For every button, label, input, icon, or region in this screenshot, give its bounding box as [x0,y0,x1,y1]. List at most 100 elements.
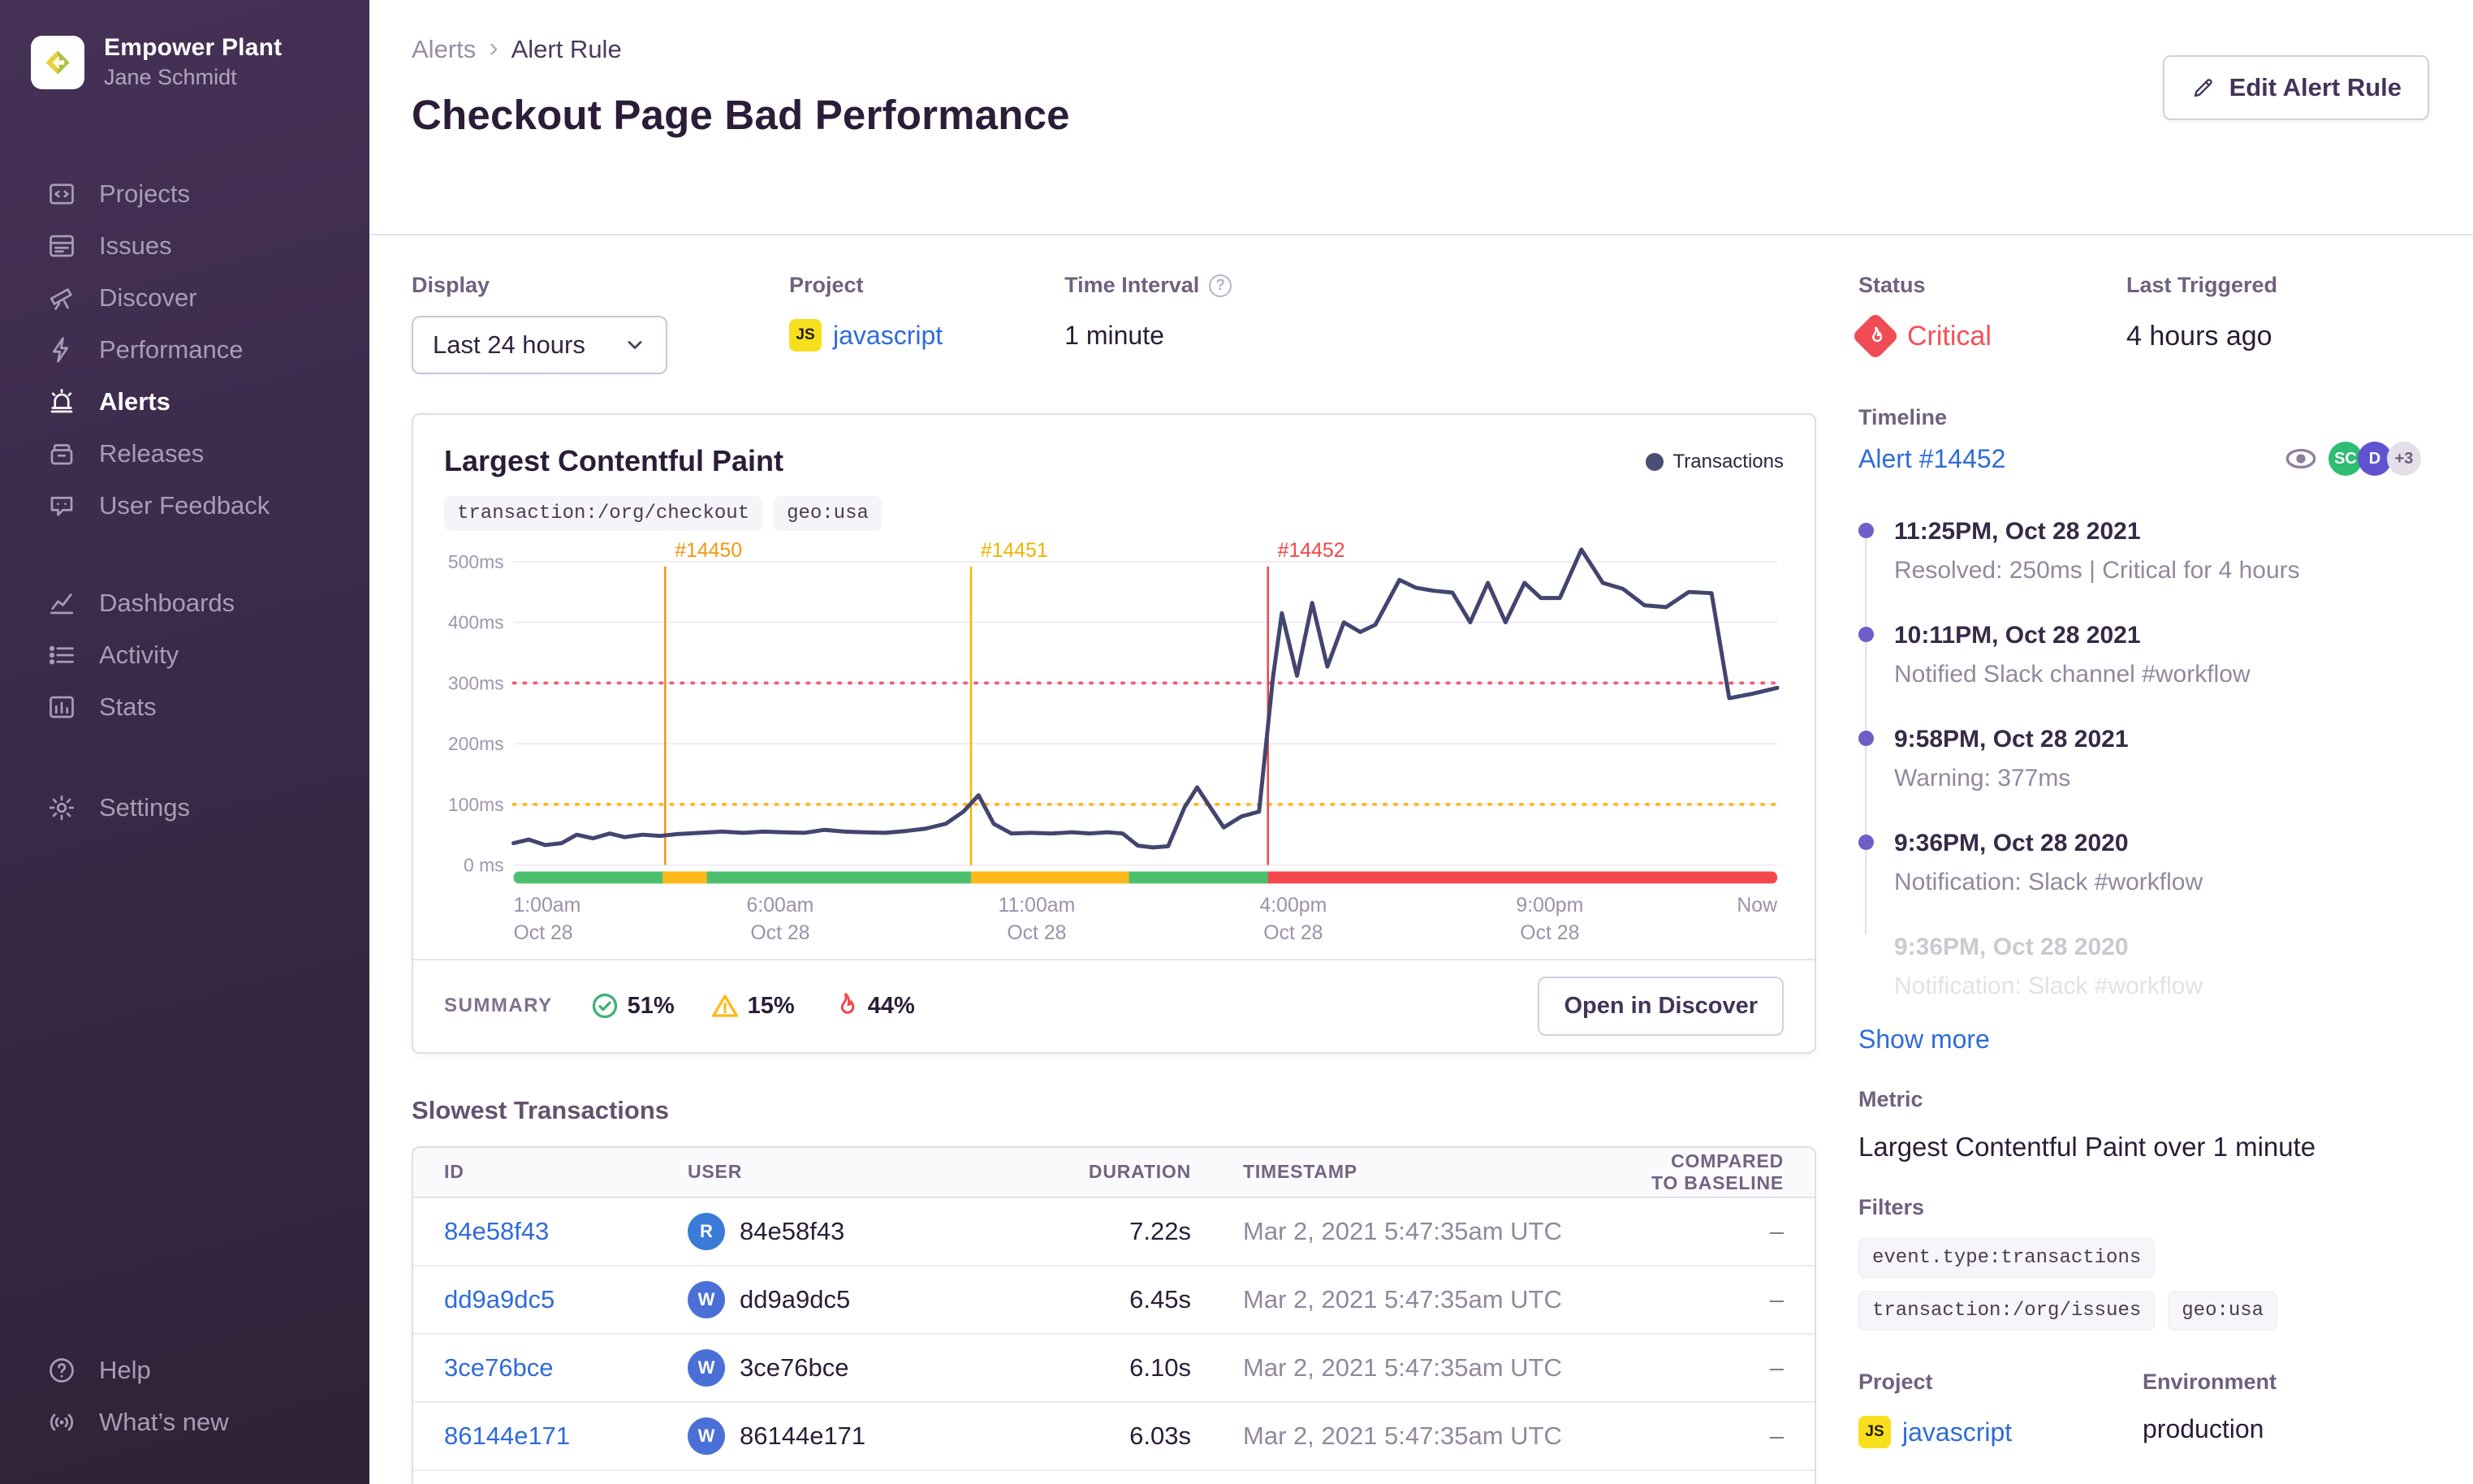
summary-label: SUMMARY [444,994,553,1017]
incident-marker-label[interactable]: #14452 [1278,540,1345,562]
help-icon [50,1358,74,1383]
legend-dot-icon [1645,453,1664,471]
sidebar-item-label: Stats [99,692,157,721]
timestamp-cell: Mar 2, 2021 5:47:35am UTC [1243,1284,1562,1314]
show-more-link[interactable]: Show more [1858,1025,1990,1054]
timestamp-cell: Mar 2, 2021 5:47:35am UTC [1243,1216,1562,1245]
display-dropdown[interactable]: Last 24 hours [412,316,667,374]
project-control: Project JS javascript [789,273,943,374]
avatar[interactable]: D [2358,442,2392,476]
chart-legend[interactable]: Transactions [1645,451,1784,473]
chart-title: Largest Contentful Paint [444,444,784,477]
sidebar-item-label: Releases [99,439,205,468]
timeline-desc: Notified Slack channel #workflow [1894,661,2251,688]
sidebar-item-discover[interactable]: Discover [0,272,369,324]
timeline-entry: 9:36PM, Oct 28 2020 Notification: Slack … [1858,830,2421,934]
incident-marker-label[interactable]: #14451 [981,540,1048,562]
stats-icon [50,696,74,718]
avatar[interactable]: SC [2328,442,2363,476]
transaction-id-link[interactable]: 84e58f43 [444,1216,550,1245]
summary-warning: 15% [710,991,795,1020]
page-title: Checkout Page Bad Performance [412,92,1070,138]
sidebar-item-label: Issues [99,231,172,260]
project-link[interactable]: javascript [1902,1417,2013,1447]
org-user-block: Empower Plant Jane Schmidt [104,34,282,90]
metric-section: Metric Largest Contentful Paint over 1 m… [1858,1087,2421,1163]
transaction-id-link[interactable]: dd9a9dc5 [444,1284,555,1314]
warning-triangle-icon [711,994,738,1018]
sidebar-item-dashboards[interactable]: Dashboards [0,577,369,629]
sidebar-item-help[interactable]: Help [0,1344,369,1396]
sidebar-item-performance[interactable]: Performance [0,324,369,376]
status-value: Critical [1851,312,2126,360]
col-timestamp: TIMESTAMP [1243,1161,1357,1183]
sidebar-item-user-feedback[interactable]: User Feedback [0,480,369,532]
user-name-cell: 84e58f43 [740,1216,845,1245]
timeline-entry: 9:58PM, Oct 28 2021 Warning: 377ms [1858,726,2421,830]
open-in-discover-button[interactable]: Open in Discover [1538,976,1784,1036]
metric-value: Largest Contentful Paint over 1 minute [1858,1132,2316,1162]
project-link[interactable]: javascript [833,320,943,350]
transaction-id-link[interactable]: 3ce76bce [444,1352,554,1382]
flame-icon [840,993,854,1015]
timeline-desc: Resolved: 250ms | Critical for 4 hours [1894,557,2300,584]
sidebar-item-stats[interactable]: Stats [0,681,369,733]
table-row: 3ce76bce W 3ce76bce 6.10s Mar 2, 2021 5:4… [413,1334,1815,1403]
edit-alert-rule-button[interactable]: Edit Alert Rule [2162,55,2429,120]
summary-warning-value: 15% [747,992,795,1019]
project-label: Project [789,273,864,297]
projects-icon [50,183,74,205]
check-circle-icon [592,994,617,1019]
last-triggered-label: Last Triggered [2126,273,2278,297]
timeline-label: Timeline [1858,405,1948,429]
activity-icon [49,645,74,665]
sidebar-item-label: Settings [99,793,191,822]
transaction-id-link[interactable]: 86144e171 [444,1421,571,1450]
lcp-chart-svg: 0 ms 100ms 200ms 300ms 400ms 500ms #14450 #1445… [448,540,1780,944]
status-block: Status Critical [1851,273,2126,360]
avatar-overflow-badge[interactable]: +3 [2387,442,2421,476]
eye-icon[interactable] [2285,442,2317,475]
alert-link-row: Alert #14452 SC D +3 [1858,442,2421,476]
dashboards-icon [50,593,74,615]
sidebar-item-activity[interactable]: Activity [0,629,369,681]
alert-number-link[interactable]: Alert #14452 [1858,443,2006,473]
x-tick-label: 4:00pm Oct 28 [1259,895,1327,944]
breadcrumb-alerts[interactable]: Alerts [412,35,477,63]
lcp-chart: 0 ms 100ms 200ms 300ms 400ms 500ms #14450 #1445… [413,531,1815,944]
chart-header: Largest Contentful Paint transaction:/or… [413,415,1815,531]
y-tick-label: 500ms [448,551,504,572]
sidebar-item-label: User Feedback [99,491,270,520]
sidebar-item-issues[interactable]: Issues [0,220,369,272]
duration-cell: 6.45s [1129,1284,1191,1314]
sidebar-item-settings[interactable]: Settings [0,782,369,834]
status-strip-warning [970,871,1130,884]
incident-marker-label[interactable]: #14450 [675,540,742,562]
sidebar-item-label: Discover [99,283,197,312]
avatar: W [688,1417,725,1455]
sidebar-item-label: Dashboards [99,589,235,617]
filter-chip: geo:usa [2168,1291,2278,1331]
display-dropdown-value: Last 24 hours [433,330,585,359]
sidebar-item-releases[interactable]: Releases [0,428,369,480]
baseline-cell: – [1769,1352,1784,1382]
critical-diamond-icon [1851,312,1900,360]
duration-cell: 6.10s [1129,1352,1191,1382]
environment-label: Environment [2143,1370,2277,1394]
sidebar-nav-secondary: Dashboards Activity Stats [0,577,369,733]
baseline-cell: – [1769,1216,1784,1245]
lcp-chart-card: Largest Contentful Paint transaction:/or… [412,413,1816,1054]
sidebar-item-alerts[interactable]: Alerts [0,376,369,428]
x-tick-label: 11:00am Oct 28 [999,895,1076,944]
sidebar-item-whats-new[interactable]: What’s new [0,1396,369,1448]
interval-control: Time Interval ? 1 minute [1064,273,1232,374]
sidebar-item-projects[interactable]: Projects [0,168,369,220]
user-name-cell: 3ce76bce [740,1352,849,1382]
empower-plant-logo-icon [45,50,70,75]
chevron-down-icon [628,341,642,349]
sidebar-nav-main: Projects Issues Discover Performance Ale… [0,168,369,532]
breadcrumb-alert-rule: Alert Rule [511,35,622,63]
org-header[interactable]: Empower Plant Jane Schmidt [0,29,369,90]
sidebar-item-label: Performance [99,335,244,364]
question-circle-icon[interactable]: ? [1209,274,1232,297]
